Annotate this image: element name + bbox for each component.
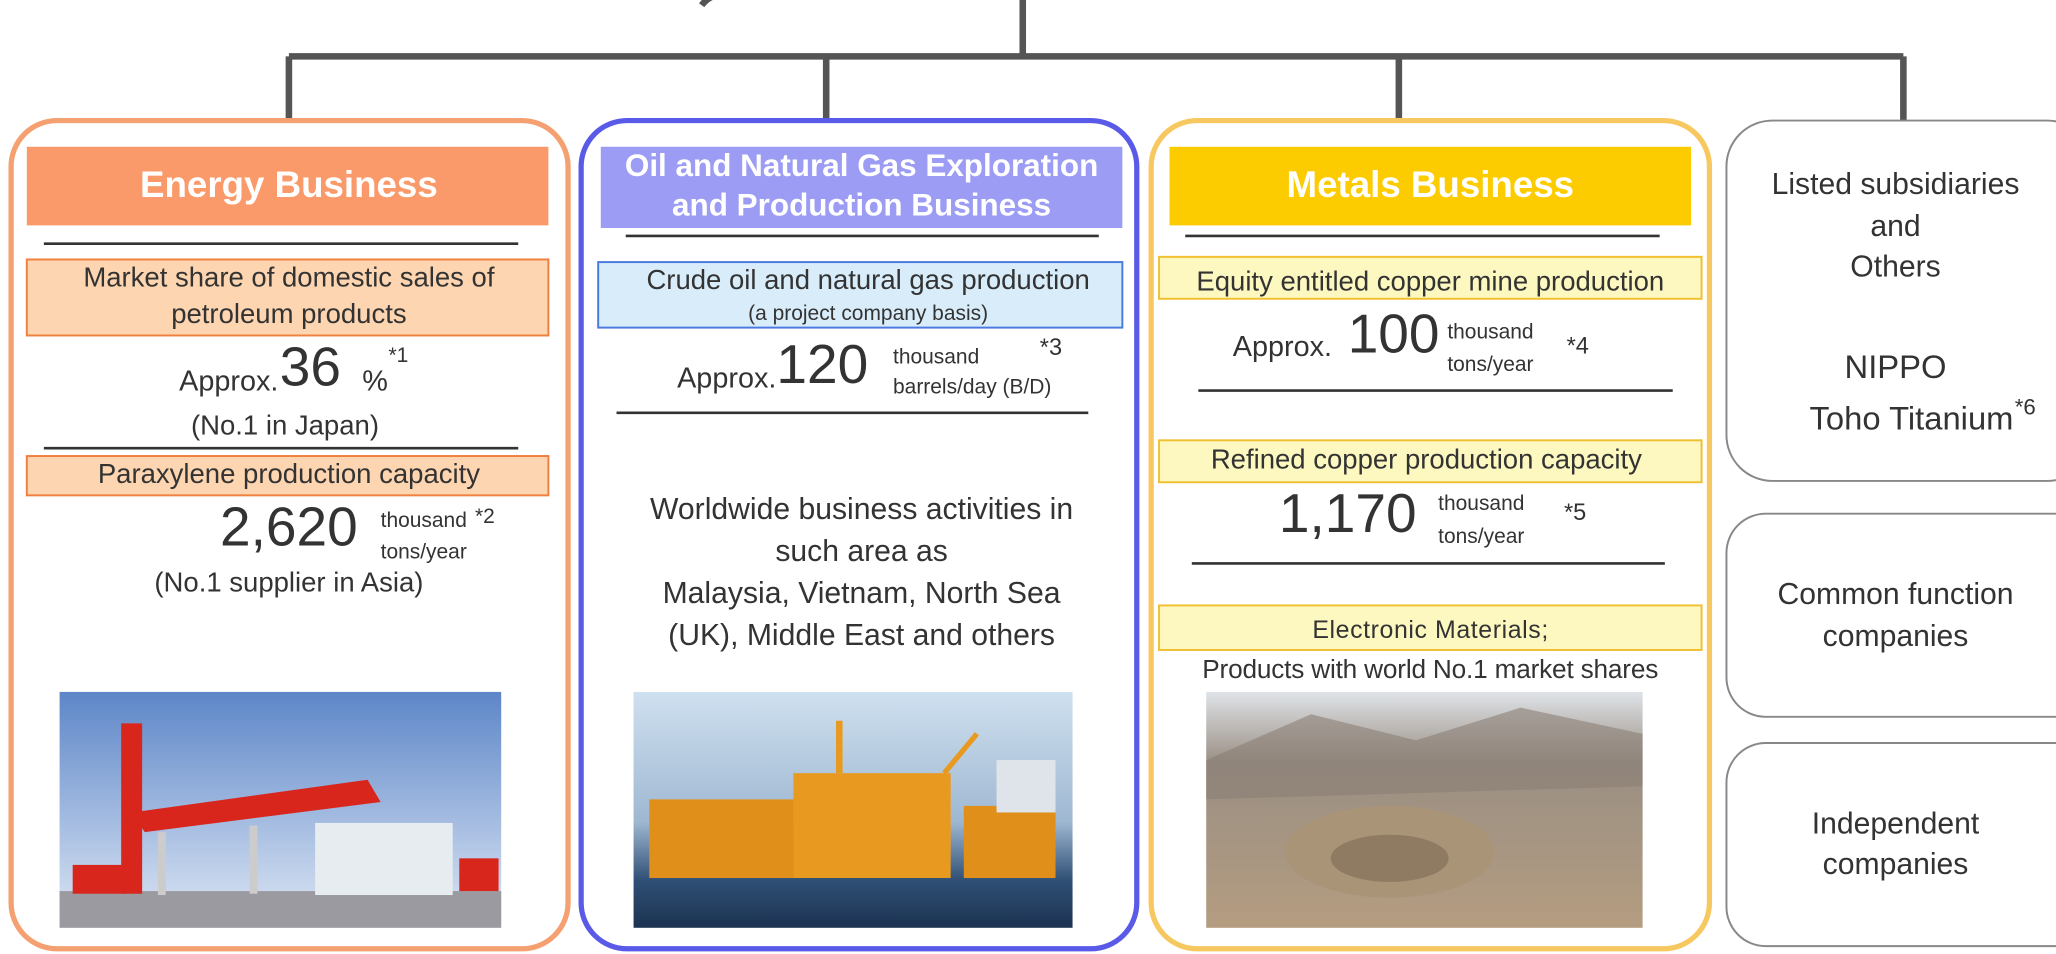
area-text: Malaysia, Vietnam, North Sea xyxy=(663,577,1061,610)
label-box xyxy=(1158,439,1703,484)
box-text: Common function xyxy=(1777,578,2013,611)
panel-title: Metals Business xyxy=(1287,164,1575,205)
label-box xyxy=(597,261,1124,329)
oil-panel: Oil and Natural Gas Exploration and Prod… xyxy=(578,117,1140,952)
figure: 1,170 xyxy=(1279,482,1417,544)
label-box xyxy=(25,455,550,497)
figure: 2,620 xyxy=(220,495,358,557)
prefix: Approx. xyxy=(677,363,776,395)
box-text: Independent xyxy=(1812,808,1980,841)
figure: 120 xyxy=(776,333,868,395)
footnote-mark: *5 xyxy=(1564,499,1586,525)
company-name: Toho Titanium xyxy=(1810,399,2014,436)
metals-panel: Metals Business Equity entitled copper m… xyxy=(1148,117,1713,952)
title-bar xyxy=(1169,146,1692,226)
panel-title: Oil and Natural Gas Exploration xyxy=(625,148,1098,183)
connector-lines xyxy=(285,0,1907,121)
unit: barrels/day (B/D) xyxy=(893,375,1051,398)
rank-text: (No.1 in Japan) xyxy=(191,409,379,440)
box-text: Refined copper production capacity xyxy=(1211,444,1642,475)
logo-fragment xyxy=(699,0,713,8)
unit: tons/year xyxy=(1438,525,1524,548)
box-text: companies xyxy=(1823,848,1969,881)
prefix: Approx. xyxy=(179,365,278,397)
photo-gas-station xyxy=(59,691,502,928)
independent-box xyxy=(1725,742,2056,948)
panel-border xyxy=(8,117,571,952)
prefix: Approx. xyxy=(1233,331,1332,363)
box-text: companies xyxy=(1823,620,1969,653)
box-text: petroleum products xyxy=(171,298,406,329)
panel-title: and Production Business xyxy=(672,187,1051,222)
box-text: Electronic Materials; xyxy=(1312,616,1548,644)
org-tree xyxy=(285,0,1907,121)
panel-border xyxy=(1148,117,1713,952)
unit: tons/year xyxy=(1447,353,1533,376)
area-text: such area as xyxy=(775,535,947,568)
common-box xyxy=(1725,512,2056,718)
label-box xyxy=(1158,255,1703,300)
panel-title: Energy Business xyxy=(140,164,438,205)
photo-mine xyxy=(1206,691,1643,928)
figure: 100 xyxy=(1348,303,1440,365)
box-text: Others xyxy=(1850,251,1940,284)
footnote-mark: *3 xyxy=(1040,334,1062,360)
box-text: Paraxylene production capacity xyxy=(98,458,480,489)
figure: 36 xyxy=(280,335,341,397)
box-text: and xyxy=(1870,210,1920,243)
panel-border xyxy=(578,117,1140,952)
others-column: Listed subsidiaries and Others NIPPO Toh… xyxy=(1725,119,2056,948)
box-text: Listed subsidiaries xyxy=(1772,168,2020,201)
footnote-mark: *6 xyxy=(2015,395,2036,420)
label-box xyxy=(1158,604,1703,651)
energy-panel: Energy Business Market share of domestic… xyxy=(8,117,571,952)
listed-box xyxy=(1725,119,2056,482)
box-text: Crude oil and natural gas production xyxy=(646,264,1089,295)
title-bar xyxy=(600,146,1123,229)
unit: tons/year xyxy=(381,541,467,564)
footnote-mark: *4 xyxy=(1567,333,1589,359)
area-text: Worldwide business activities in xyxy=(650,493,1073,526)
company-name: NIPPO xyxy=(1845,348,1947,385)
title-bar xyxy=(26,146,549,226)
unit: thousand xyxy=(381,509,467,532)
area-text: (UK), Middle East and others xyxy=(668,619,1055,652)
unit: thousand xyxy=(1447,320,1533,343)
footnote-mark: *1 xyxy=(389,344,409,367)
footnote-mark: *2 xyxy=(475,505,495,528)
unit: % xyxy=(362,365,388,397)
unit: thousand xyxy=(893,345,979,368)
photo-platform xyxy=(633,691,1073,928)
box-subtext: Products with world No.1 market shares xyxy=(1202,654,1658,684)
box-subtext: (a project company basis) xyxy=(748,302,988,325)
rank-text: (No.1 supplier in Asia) xyxy=(154,567,423,598)
label-box xyxy=(25,258,550,337)
box-text: Equity entitled copper mine production xyxy=(1196,265,1664,296)
box-text: Market share of domestic sales of xyxy=(83,261,495,292)
unit: thousand xyxy=(1438,492,1524,515)
